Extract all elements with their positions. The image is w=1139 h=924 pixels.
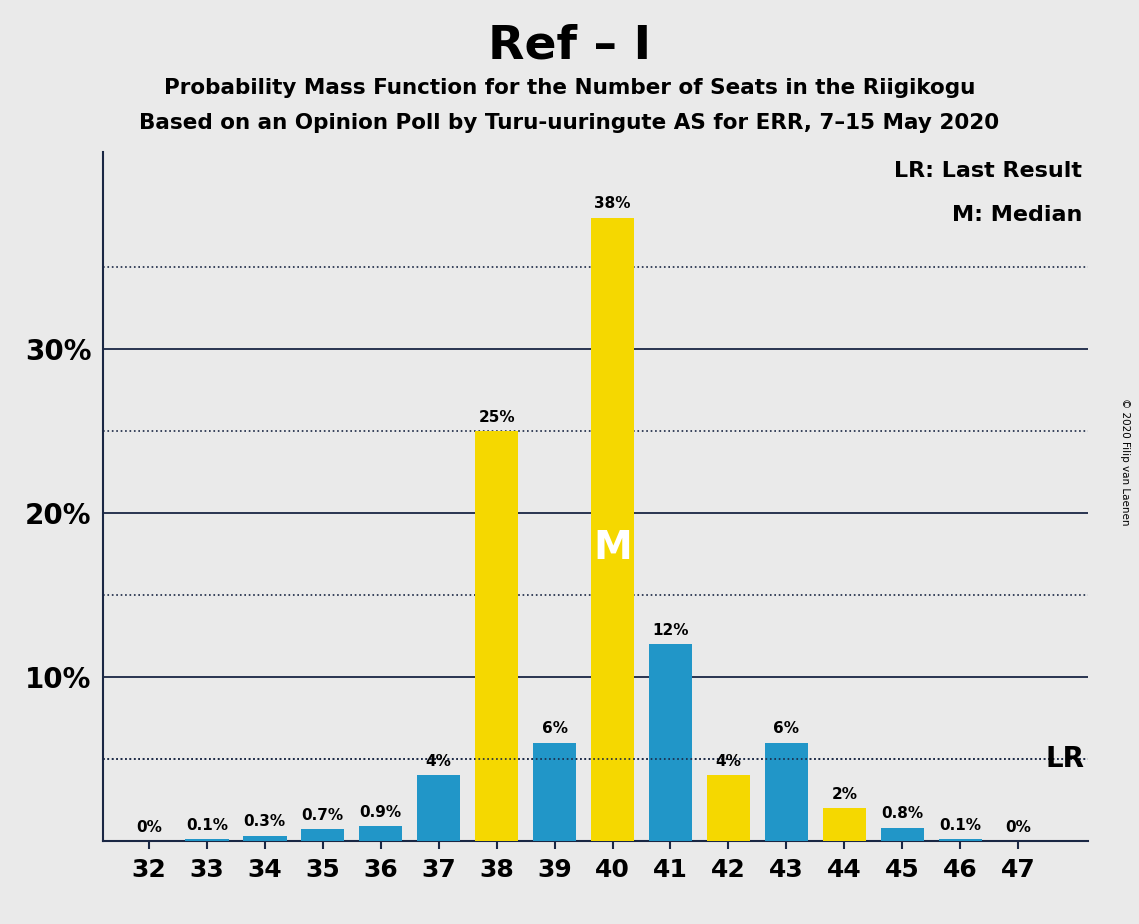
Text: 0%: 0% [1006,821,1031,835]
Text: 0.8%: 0.8% [882,806,924,821]
Bar [533,743,576,841]
Text: 38%: 38% [595,197,631,212]
Text: 4%: 4% [715,754,741,769]
Bar [186,839,229,841]
Text: 6%: 6% [773,721,800,736]
Bar [939,839,982,841]
Text: 6%: 6% [541,721,567,736]
Bar [359,826,402,841]
Bar [475,432,518,841]
Text: Based on an Opinion Poll by Turu-uuringute AS for ERR, 7–15 May 2020: Based on an Opinion Poll by Turu-uuringu… [139,113,1000,133]
Bar [880,828,924,841]
Text: Ref – I: Ref – I [487,23,652,68]
Text: Probability Mass Function for the Number of Seats in the Riigikogu: Probability Mass Function for the Number… [164,78,975,98]
Text: 0.9%: 0.9% [360,805,402,820]
Text: 12%: 12% [653,623,689,638]
Text: M: Median: M: Median [951,205,1082,225]
Text: © 2020 Filip van Laenen: © 2020 Filip van Laenen [1121,398,1130,526]
Bar [591,218,634,841]
Bar [417,775,460,841]
Text: 4%: 4% [426,754,451,769]
Text: 25%: 25% [478,409,515,424]
Bar [301,830,344,841]
Text: 0.1%: 0.1% [940,818,981,833]
Text: M: M [593,529,632,567]
Bar [243,836,287,841]
Text: 0.3%: 0.3% [244,814,286,830]
Text: LR: LR [1046,745,1084,772]
Text: LR: Last Result: LR: Last Result [894,161,1082,181]
Text: 0%: 0% [136,821,162,835]
Text: 0.1%: 0.1% [186,818,228,833]
Bar [764,743,808,841]
Text: 0.7%: 0.7% [302,808,344,822]
Bar [706,775,751,841]
Text: 2%: 2% [831,786,858,801]
Bar [822,808,866,841]
Bar [649,644,693,841]
